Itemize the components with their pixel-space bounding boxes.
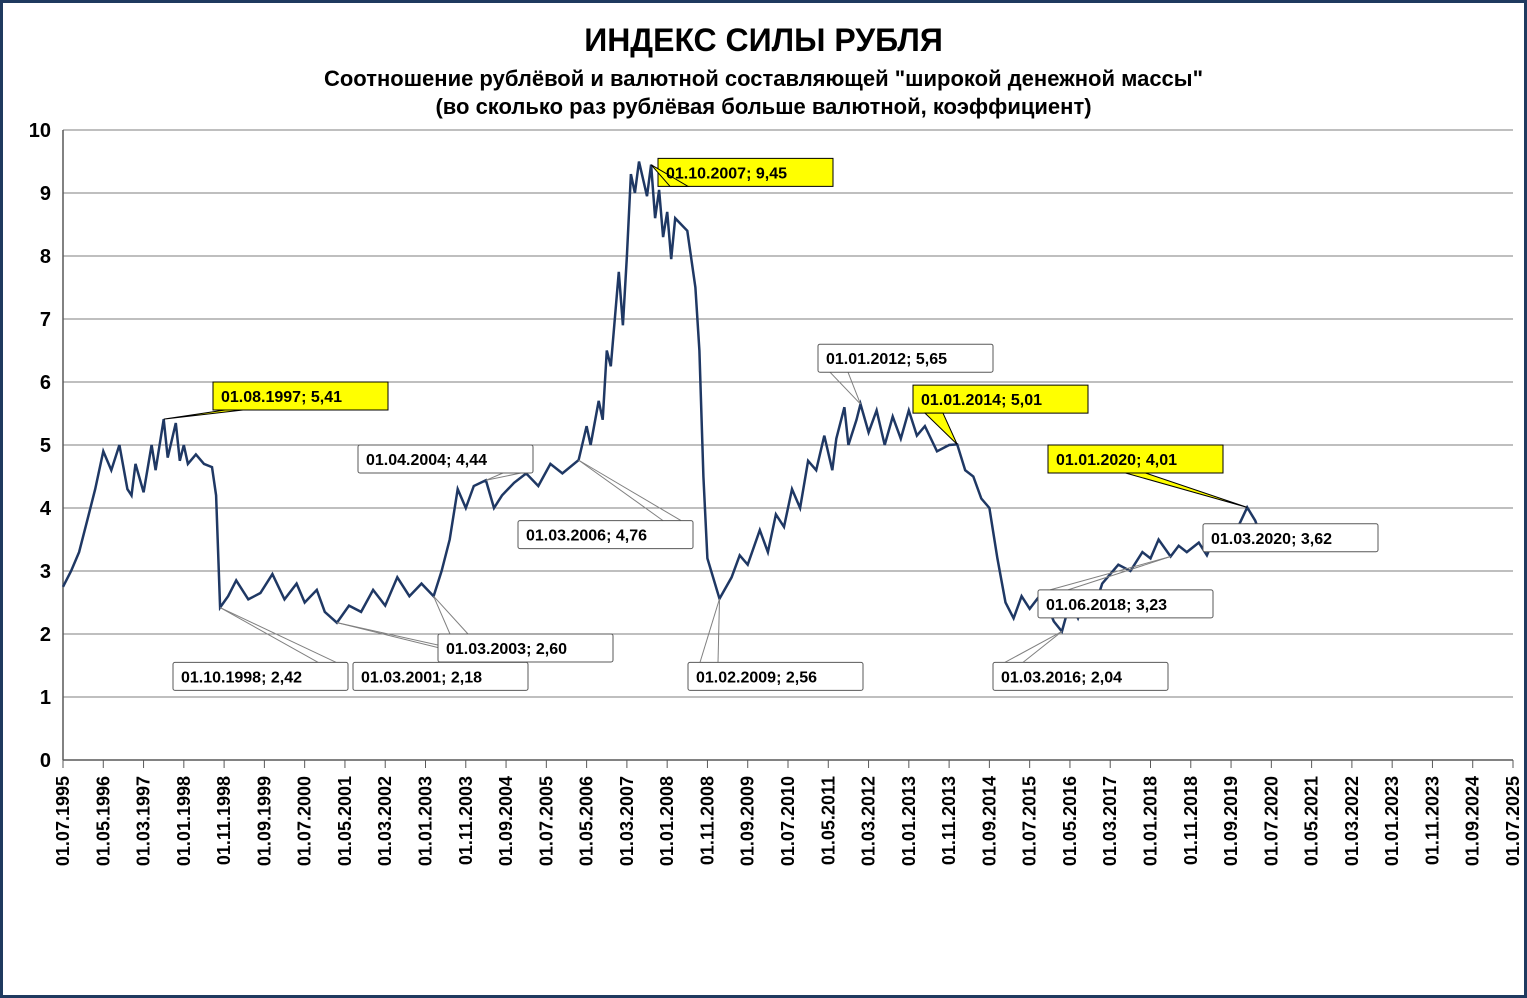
- callout-pointer: [925, 414, 957, 445]
- chart-subtitle-1: Соотношение рублёвой и валютной составля…: [3, 65, 1524, 93]
- callout-label: 01.03.2016; 2,04: [1001, 670, 1122, 687]
- callout-leader: [434, 597, 450, 635]
- callout-label: 01.03.2006; 4,76: [526, 528, 647, 545]
- y-tick-label: 0: [40, 750, 51, 772]
- callout-label: 01.03.2003; 2,60: [446, 641, 567, 658]
- y-tick-label: 10: [29, 120, 51, 142]
- y-tick-label: 7: [40, 309, 51, 331]
- callout-label: 01.08.1997; 5,41: [221, 389, 342, 406]
- callout-leader: [718, 599, 720, 663]
- callout-label: 01.10.2007; 9,45: [666, 166, 787, 183]
- x-tick-label: 01.03.2017: [1100, 776, 1120, 866]
- x-tick-label: 01.01.2003: [416, 776, 436, 866]
- callout-leader: [220, 608, 336, 663]
- y-tick-label: 5: [40, 435, 51, 457]
- callout-pointer: [1126, 473, 1248, 507]
- y-tick-label: 1: [40, 687, 51, 709]
- callout-leader: [579, 461, 663, 521]
- x-tick-label: 01.07.2005: [536, 776, 556, 866]
- x-tick-label: 01.11.2023: [1422, 776, 1442, 865]
- x-tick-label: 01.07.2010: [778, 776, 798, 866]
- x-tick-label: 01.11.2008: [697, 776, 717, 865]
- x-tick-label: 01.07.2025: [1503, 776, 1523, 866]
- callout-label: 01.03.2020; 3,62: [1211, 531, 1332, 548]
- callout-leader: [830, 373, 861, 405]
- y-tick-label: 3: [40, 561, 51, 583]
- chart-subtitle-2: (во сколько раз рублёвая больше валютной…: [3, 93, 1524, 121]
- x-tick-label: 01.01.2008: [657, 776, 677, 866]
- callout-leader: [434, 597, 468, 635]
- callout-label: 01.04.2004; 4,44: [366, 452, 487, 469]
- chart-title: ИНДЕКС СИЛЫ РУБЛЯ: [3, 21, 1524, 59]
- x-tick-label: 01.09.2009: [738, 776, 758, 866]
- x-tick-label: 01.01.1998: [174, 776, 194, 866]
- y-tick-label: 8: [40, 246, 51, 268]
- x-tick-label: 01.11.2013: [939, 776, 959, 865]
- callout-leader: [486, 473, 503, 480]
- x-tick-label: 01.07.1995: [53, 776, 73, 866]
- x-tick-label: 01.11.2003: [456, 776, 476, 865]
- chart-container: ИНДЕКС СИЛЫ РУБЛЯ Соотношение рублёвой и…: [0, 0, 1527, 998]
- y-tick-label: 6: [40, 372, 51, 394]
- x-tick-label: 01.05.2006: [577, 776, 597, 866]
- x-tick-label: 01.05.2016: [1060, 776, 1080, 866]
- callout-label: 01.03.2001; 2,18: [361, 670, 482, 687]
- callout-label: 01.06.2018; 3,23: [1046, 597, 1167, 614]
- callout-leader: [486, 473, 521, 480]
- x-tick-label: 01.09.2004: [496, 776, 516, 866]
- x-tick-label: 01.01.2013: [899, 776, 919, 866]
- callout-label: 01.02.2009; 2,56: [696, 670, 817, 687]
- x-tick-label: 01.09.1999: [254, 776, 274, 866]
- callout-leader: [1023, 632, 1062, 663]
- y-tick-label: 9: [40, 183, 51, 205]
- y-tick-label: 4: [40, 498, 52, 520]
- x-tick-label: 01.11.1998: [214, 776, 234, 865]
- x-tick-label: 01.07.2000: [295, 776, 315, 866]
- callout-leader: [1050, 557, 1171, 590]
- x-tick-label: 01.01.2018: [1141, 776, 1161, 866]
- callout-leader: [579, 461, 681, 521]
- callout-leader: [220, 608, 318, 663]
- callout-label: 01.01.2020; 4,01: [1056, 452, 1177, 469]
- callout-leader: [1005, 632, 1062, 663]
- x-tick-label: 01.03.2007: [617, 776, 637, 866]
- x-tick-label: 01.03.1997: [134, 776, 154, 866]
- x-tick-label: 01.09.2014: [979, 776, 999, 866]
- x-tick-label: 01.09.2019: [1221, 776, 1241, 866]
- callout-leader: [848, 373, 861, 405]
- callout-label: 01.01.2012; 5,65: [826, 352, 947, 369]
- x-tick-label: 01.07.2020: [1261, 776, 1281, 866]
- callout-label: 01.01.2014; 5,01: [921, 393, 1042, 410]
- x-tick-label: 01.07.2015: [1020, 776, 1040, 866]
- x-tick-label: 01.03.2022: [1342, 776, 1362, 866]
- x-tick-label: 01.05.2021: [1302, 776, 1322, 866]
- callout-leader: [700, 599, 720, 663]
- x-tick-label: 01.11.2018: [1181, 776, 1201, 865]
- x-tick-label: 01.03.2012: [859, 776, 879, 866]
- y-tick-label: 2: [40, 624, 51, 646]
- x-tick-label: 01.05.2001: [335, 776, 355, 866]
- x-tick-label: 01.01.2023: [1382, 776, 1402, 866]
- callout-pointer: [164, 410, 243, 419]
- x-tick-label: 01.03.2002: [375, 776, 395, 866]
- callout-label: 01.10.1998; 2,42: [181, 670, 302, 687]
- x-tick-label: 01.09.2024: [1463, 776, 1483, 866]
- x-tick-label: 01.05.1996: [93, 776, 113, 866]
- chart-svg: 0 1 2 3 4 5 6 7 8 9 10 01.07.1995 01.05.1996 01.03.19…: [3, 120, 1524, 980]
- callout-leader: [1068, 557, 1171, 590]
- x-tick-label: 01.05.2011: [818, 776, 838, 865]
